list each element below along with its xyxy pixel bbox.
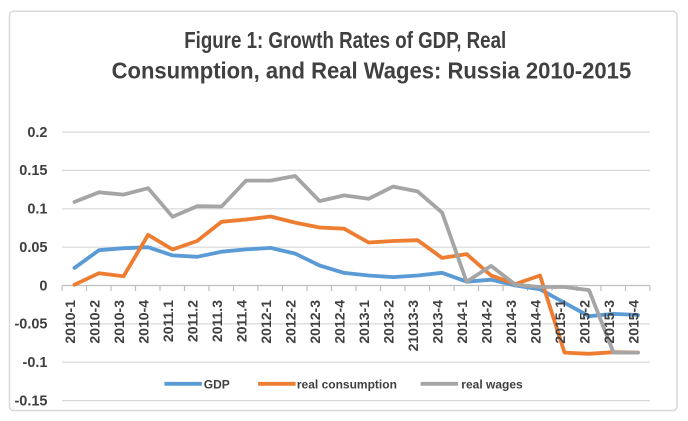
svg-text:0.15: 0.15: [19, 163, 47, 179]
svg-text:0.1: 0.1: [27, 202, 47, 218]
svg-text:2015-2: 2015-2: [577, 300, 593, 344]
svg-text:2011.4: 2011.4: [234, 300, 250, 342]
svg-text:2012-2: 2012-2: [283, 300, 299, 344]
svg-text:real consumption: real consumption: [297, 377, 397, 391]
svg-text:2011.1: 2011.1: [160, 300, 176, 342]
svg-text:-0.15: -0.15: [14, 393, 47, 409]
svg-text:2012-3: 2012-3: [307, 300, 323, 344]
svg-text:2010-3: 2010-3: [111, 300, 127, 344]
svg-text:2015-1: 2015-1: [552, 300, 568, 344]
svg-text:2011.2: 2011.2: [185, 300, 201, 342]
svg-text:21013-3: 21013-3: [405, 300, 421, 352]
svg-text:2014-4: 2014-4: [528, 300, 544, 344]
svg-text:2012-4: 2012-4: [332, 300, 348, 344]
svg-text:2015-4: 2015-4: [626, 300, 642, 344]
svg-text:-0.05: -0.05: [14, 317, 47, 333]
svg-text:0.05: 0.05: [19, 240, 47, 256]
svg-text:GDP: GDP: [204, 377, 230, 391]
svg-text:2014-2: 2014-2: [479, 300, 495, 344]
svg-text:0.2: 0.2: [27, 125, 47, 141]
svg-text:2013-1: 2013-1: [356, 300, 372, 344]
svg-text:Consumption, and Real Wages: R: Consumption, and Real Wages: Russia 2010…: [112, 58, 632, 84]
svg-text:-0.1: -0.1: [23, 355, 48, 371]
svg-text:2011.3: 2011.3: [209, 300, 225, 342]
svg-text:2010-1: 2010-1: [62, 300, 78, 344]
svg-text:2013-2: 2013-2: [381, 300, 397, 344]
svg-text:2012-1: 2012-1: [258, 300, 274, 344]
svg-text:2014-3: 2014-3: [503, 300, 519, 344]
svg-text:2014-1: 2014-1: [454, 300, 470, 344]
svg-text:0: 0: [39, 278, 47, 294]
svg-text:2010-4: 2010-4: [136, 300, 152, 344]
svg-text:real wages: real wages: [461, 377, 523, 391]
svg-text:2013-4: 2013-4: [430, 300, 446, 344]
svg-text:2010-2: 2010-2: [87, 300, 103, 344]
svg-text:Figure 1: Growth Rates of GDP,: Figure 1: Growth Rates of GDP, Real: [184, 27, 506, 53]
svg-text:2015-3: 2015-3: [601, 300, 617, 344]
